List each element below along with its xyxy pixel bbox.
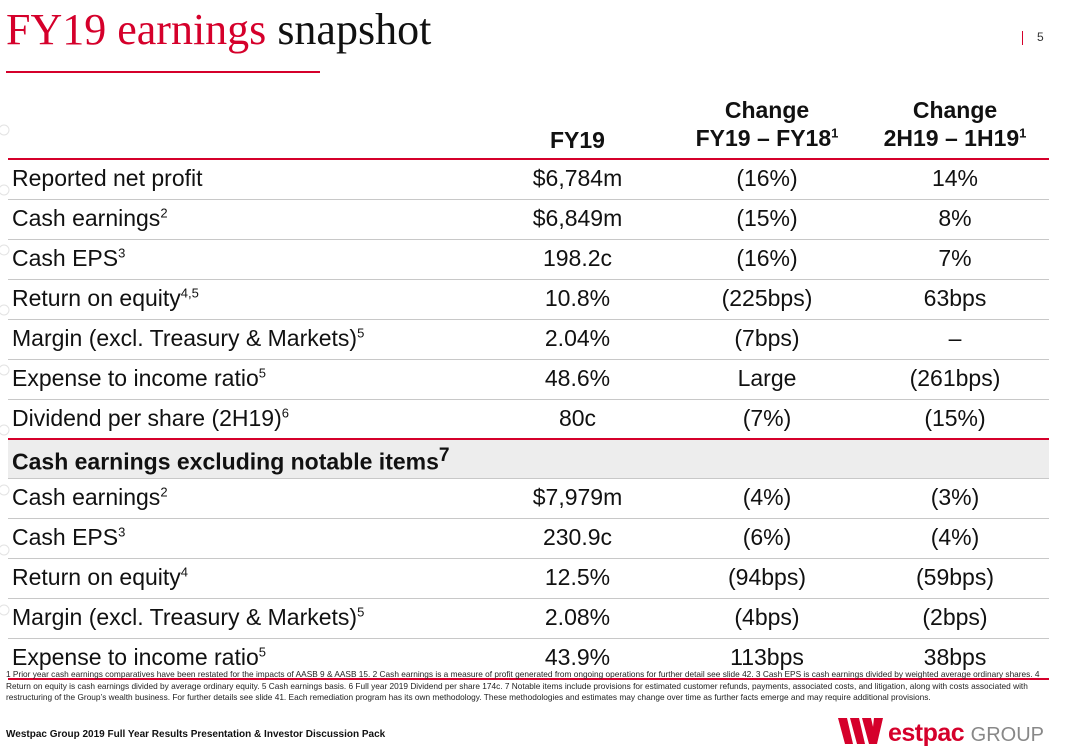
table-row: Expense to income ratio5 48.6% Large (261bp… bbox=[8, 360, 1049, 400]
section-header: Cash earnings excluding notable items7 bbox=[8, 440, 1049, 479]
table-row: Reported net profit $6,784m (16%) 14% bbox=[8, 160, 1049, 200]
earnings-table: Reported net profit $6,784m (16%) 14% Cash … bbox=[8, 160, 1049, 680]
page-number-divider bbox=[1022, 31, 1023, 45]
header-change-half: Change 2H19 – 1H191 bbox=[862, 96, 1048, 156]
title-part-red: FY19 earnings bbox=[6, 5, 267, 54]
table-row: Margin (excl. Treasury & Markets)5 2.04%(… bbox=[8, 320, 1049, 360]
header-change-fy-line1: Change bbox=[724, 97, 810, 123]
table-row: Cash EPS3 230.9c (6%) (4%) bbox=[8, 519, 1049, 559]
footnotes: 1 Prior year cash earnings comparatives … bbox=[6, 669, 1040, 702]
side-watermark bbox=[0, 124, 10, 616]
table-row: Margin (excl. Treasury & Markets)5 2.08%(… bbox=[8, 599, 1049, 639]
header-change-half-line1: Change bbox=[912, 97, 998, 123]
table-row: Cash EPS3 198.2c (16%) 7% bbox=[8, 240, 1049, 280]
table-row: Return on equity4,5 10.8% (225bps) 63bps bbox=[8, 280, 1049, 320]
logo-wordmark: estpac GROUP bbox=[888, 719, 1045, 747]
title-underline bbox=[6, 71, 320, 73]
westpac-w-icon bbox=[838, 718, 883, 744]
header-change-half-line2: 2H19 – 1H191 bbox=[883, 125, 1027, 151]
header-change-fy-line2: FY19 – FY181 bbox=[695, 125, 839, 151]
table-row: Return on equity4 12.5% (94bps) (59bps) bbox=[8, 559, 1049, 599]
header-fy19: FY19 bbox=[550, 127, 605, 153]
header-change-fy: Change FY19 – FY181 bbox=[670, 96, 864, 156]
title-part-black: snapshot bbox=[277, 5, 432, 54]
page-number: 5 bbox=[1037, 30, 1044, 44]
westpac-logo: estpac GROUP bbox=[838, 716, 1058, 747]
table-row: Dividend per share (2H19)6 80c (7%) (15%) bbox=[8, 400, 1049, 440]
table-row: Cash earnings2 $7,979m (4%) (3%) bbox=[8, 479, 1049, 519]
header-rule bbox=[8, 158, 1049, 160]
table-row: Expense to income ratio5 43.9% 113bps 38bps bbox=[8, 639, 1049, 680]
table-row: Cash earnings2 $6,849m (15%) 8% bbox=[8, 200, 1049, 240]
footer-text: Westpac Group 2019 Full Year Results Pre… bbox=[6, 729, 386, 740]
page-title: FY19 earnings snapshot bbox=[6, 4, 431, 56]
